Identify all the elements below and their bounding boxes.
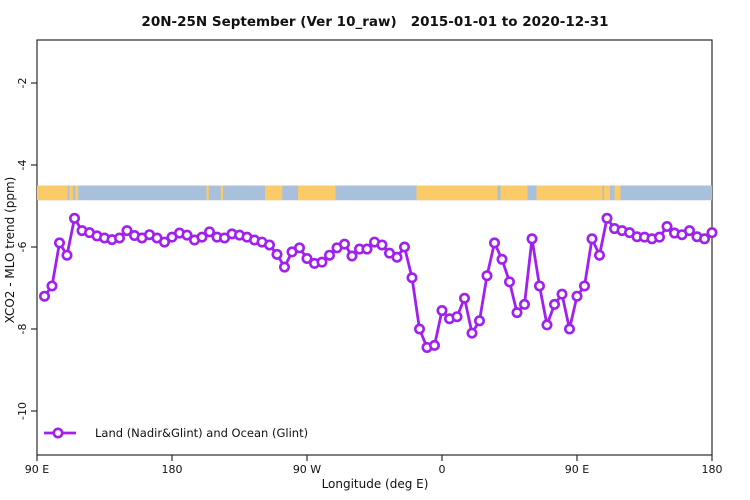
y-tick-label: -8: [16, 324, 29, 335]
data-point: [376, 239, 388, 251]
land-patch: [220, 185, 223, 201]
data-point: [316, 256, 328, 268]
data-point: [69, 212, 81, 224]
data-point: [556, 288, 568, 300]
data-point: [661, 221, 673, 233]
data-point: [458, 292, 470, 304]
data-point: [406, 272, 418, 284]
legend: Land (Nadir&Glint) and Ocean (Glint): [44, 426, 308, 440]
data-point: [391, 251, 403, 263]
data-point: [548, 298, 560, 310]
legend-label: Land (Nadir&Glint) and Ocean (Glint): [95, 426, 308, 440]
data-point: [578, 280, 590, 292]
data-point: [38, 290, 50, 302]
data-series: [38, 212, 718, 353]
data-point: [473, 315, 485, 327]
land-patch: [265, 185, 283, 201]
land-patch: [416, 185, 498, 201]
data-point: [601, 212, 613, 224]
data-point: [541, 319, 553, 331]
data-point: [496, 253, 508, 265]
data-point: [698, 233, 710, 245]
data-point: [301, 252, 313, 264]
data-point: [61, 249, 73, 261]
y-axis: -2 -4 -6 -8 -10: [16, 78, 37, 420]
x-tick-label: 180: [702, 463, 723, 476]
land-patch: [75, 185, 79, 201]
x-tick-label: 90 W: [293, 463, 321, 476]
data-point: [413, 323, 425, 335]
data-point: [114, 232, 126, 244]
data-point: [436, 305, 448, 317]
data-point: [159, 236, 171, 248]
land-patch: [206, 185, 209, 201]
data-point: [683, 225, 695, 237]
data-point: [121, 225, 133, 237]
x-tick-label: 180: [162, 463, 183, 476]
data-point: [181, 229, 193, 241]
land-ocean-strip: [37, 185, 712, 201]
data-point: [653, 231, 665, 243]
y-tick-label: -4: [16, 160, 29, 171]
x-tick-label: 90 E: [565, 463, 589, 476]
chart-title: 20N-25N September (Ver 10_raw) 2015-01-0…: [141, 14, 608, 30]
x-tick-label: 90 E: [25, 463, 49, 476]
land-patch: [500, 185, 528, 201]
land-patch: [604, 185, 610, 201]
data-point: [488, 237, 500, 249]
data-point: [586, 233, 598, 245]
data-point: [571, 290, 583, 302]
land-patch: [536, 185, 603, 201]
legend-marker-icon: [52, 427, 64, 439]
ocean-band: [37, 185, 712, 201]
data-point: [593, 249, 605, 261]
data-point: [518, 298, 530, 310]
data-point: [46, 280, 58, 292]
data-point: [451, 311, 463, 323]
data-point: [466, 327, 478, 339]
data-point: [361, 243, 373, 255]
data-point: [293, 242, 305, 254]
data-point: [323, 249, 335, 261]
data-point: [533, 280, 545, 292]
data-point: [278, 261, 290, 273]
x-axis: 90 E 180 90 W 0 90 E 180: [25, 455, 723, 476]
data-point: [526, 233, 538, 245]
data-point: [398, 241, 410, 253]
data-point: [263, 239, 275, 251]
data-point: [204, 226, 216, 238]
data-point: [346, 250, 358, 262]
x-axis-title: Longitude (deg E): [322, 477, 429, 491]
data-point: [481, 270, 493, 282]
y-tick-label: -2: [16, 78, 29, 89]
y-axis-title: XCO2 - MLO trend (ppm): [3, 177, 17, 324]
y-tick-label: -6: [16, 242, 29, 253]
data-point: [196, 231, 208, 243]
data-point: [511, 307, 523, 319]
data-point: [428, 339, 440, 351]
land-patch: [298, 185, 336, 201]
land-patch: [69, 185, 73, 201]
x-tick-label: 0: [439, 463, 446, 476]
y-tick-label: -10: [16, 402, 29, 420]
data-point: [53, 237, 65, 249]
data-point: [706, 227, 718, 239]
data-point: [271, 248, 283, 260]
data-point: [563, 323, 575, 335]
data-point: [503, 276, 515, 288]
data-point: [338, 238, 350, 250]
land-patch: [37, 185, 68, 201]
land-patch: [614, 185, 621, 201]
